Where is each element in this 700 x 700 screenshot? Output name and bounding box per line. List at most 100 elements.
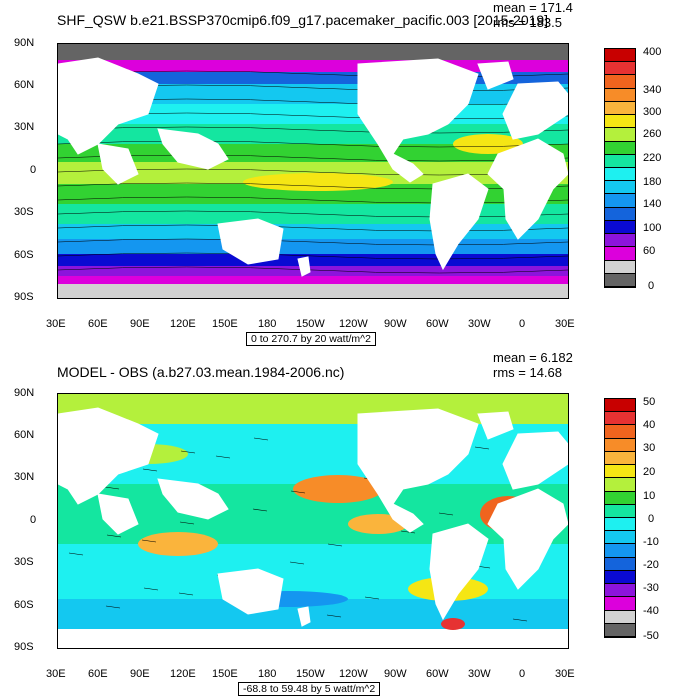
top-lon-label: 30E <box>555 318 575 330</box>
colorbar-swatch <box>605 478 635 492</box>
colorbar-swatch <box>605 181 635 195</box>
bottom-colorbar-label: -20 <box>643 559 659 571</box>
bottom-lat-label: 30N <box>14 471 35 483</box>
contour-line <box>326 614 342 618</box>
continent-shape <box>477 411 514 440</box>
field-band <box>58 239 568 254</box>
bottom-map-field <box>58 394 568 648</box>
continent-shape <box>477 61 514 90</box>
top-colorbar-label: 140 <box>643 198 662 210</box>
bottom-colorbar-label: -50 <box>643 630 659 642</box>
top-lon-label: 150W <box>296 318 325 330</box>
bottom-lon-label: 0 <box>519 668 526 680</box>
colorbar-swatch <box>605 194 635 208</box>
contour-line <box>474 446 490 450</box>
colorbar-swatch <box>605 234 635 248</box>
top-lon-label: 30W <box>468 318 491 330</box>
top-lat-label: 90S <box>14 291 34 303</box>
top-lon-label: 30E <box>46 318 66 330</box>
contour-line <box>68 552 84 556</box>
bottom-colorbar-label: 30 <box>643 442 656 454</box>
colorbar-swatch <box>605 207 635 221</box>
bottom-lat-label: 60S <box>14 599 34 611</box>
colorbar-swatch <box>605 425 635 439</box>
top-lat-label: 30N <box>14 121 35 133</box>
top-colorbar-label: 260 <box>643 128 662 140</box>
continent-shape <box>487 488 568 590</box>
bottom-lon-label: 150W <box>296 668 325 680</box>
bottom-panel: MODEL - OBS (a.b27.03.mean.1984-2006.nc)… <box>0 350 700 700</box>
colorbar-swatch <box>605 141 635 155</box>
colorbar-swatch <box>605 504 635 518</box>
top-lon-label: 0 <box>519 318 526 330</box>
colorbar-swatch <box>605 75 635 89</box>
contour-line <box>58 252 568 260</box>
top-map-field <box>58 44 568 298</box>
top-lon-label: 120W <box>339 318 368 330</box>
continent-shape <box>429 523 489 621</box>
top-lon-label: 90E <box>130 318 150 330</box>
field-band <box>58 544 568 599</box>
top-colorbar-label: 340 <box>643 84 662 96</box>
colorbar-swatch <box>605 438 635 452</box>
bottom-lon-label: 60E <box>88 668 108 680</box>
contour-line <box>58 140 568 148</box>
colorbar-swatch <box>605 220 635 235</box>
colorbar-swatch <box>605 128 635 142</box>
colorbar-swatch <box>605 465 635 479</box>
bottom-panel-title: MODEL - OBS (a.b27.03.mean.1984-2006.nc) <box>57 364 345 380</box>
bottom-colorbar-label: 10 <box>643 490 656 502</box>
top-panel: SHF_QSW b.e21.BSSP370cmip6.f09_g17.pacem… <box>14 0 662 346</box>
bottom-rms-value: rms = 14.68 <box>493 365 563 380</box>
colorbar-swatch <box>605 49 635 63</box>
contour-line <box>142 468 158 472</box>
colorbar-swatch <box>605 168 635 182</box>
contour-line <box>143 587 159 591</box>
continent-shape <box>157 128 229 170</box>
field-band <box>58 44 568 60</box>
top-lon-label: 150E <box>212 318 238 330</box>
colorbar-swatch <box>605 88 635 102</box>
top-lat-label: 60S <box>14 249 34 261</box>
contour-line <box>512 618 528 622</box>
bottom-lon-label: 60W <box>426 668 449 680</box>
contour-line <box>58 210 568 218</box>
continent-shape <box>58 407 159 505</box>
continent-shape <box>297 256 311 277</box>
bottom-colorbar <box>604 398 636 638</box>
continent-shape <box>429 173 489 271</box>
colorbar-swatch <box>605 260 635 274</box>
bottom-lon-label: 120W <box>339 668 368 680</box>
continent-shape <box>357 408 479 533</box>
contour-line <box>58 238 568 246</box>
top-rms-value: rms = 183.5 <box>493 15 563 30</box>
top-lat-label: 0 <box>30 164 37 176</box>
bottom-colorbar-label: 0 <box>648 513 655 525</box>
colorbar-swatch <box>605 273 635 287</box>
continent-shape <box>97 143 139 185</box>
contour-line <box>179 521 195 525</box>
continent-shape <box>97 493 139 535</box>
colorbar-swatch <box>605 597 635 611</box>
bottom-lat-label: 90N <box>14 387 35 399</box>
field-band <box>58 162 568 184</box>
bottom-lon-label: 90W <box>384 668 407 680</box>
colorbar-swatch <box>605 570 635 585</box>
continent-shape <box>502 81 568 140</box>
top-colorbar-label: 60 <box>643 245 656 257</box>
colorbar-swatch <box>605 531 635 545</box>
bottom-colorbar-label: 50 <box>643 396 656 408</box>
bias-patch <box>441 618 465 630</box>
top-mean-value: mean = 171.4 <box>493 0 573 15</box>
top-map <box>57 43 569 299</box>
contour-line <box>252 508 268 512</box>
bottom-lon-label: 180 <box>258 668 277 680</box>
contour-line <box>215 455 231 459</box>
field-band <box>58 266 568 276</box>
top-colorbar-label: 300 <box>643 106 662 118</box>
contour-line <box>289 561 305 565</box>
field-band <box>58 224 568 239</box>
contour-line <box>253 437 269 441</box>
contour-line <box>290 490 306 494</box>
bottom-colorbar-label: -10 <box>643 536 659 548</box>
